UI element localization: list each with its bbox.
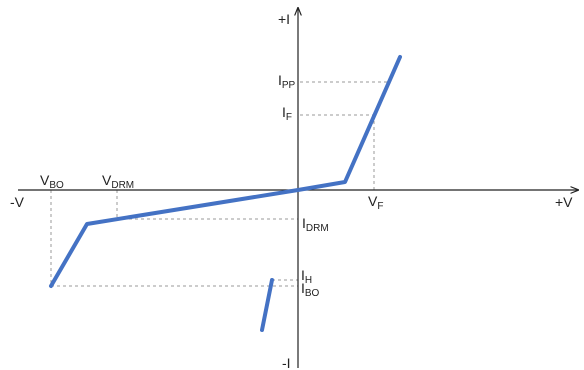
vf-label: VF: [368, 193, 383, 212]
ih-label: IH: [301, 267, 312, 286]
iv-curve-main-branch: [49, 55, 402, 288]
iv-curve: [49, 55, 402, 332]
ipp-label: IPP: [278, 72, 296, 91]
minus-i-label: -I: [282, 355, 291, 370]
vdrm-label: VDRM: [102, 172, 134, 191]
iv-curve-holding-branch: [260, 278, 274, 332]
vbo-label: VBO: [40, 172, 64, 191]
guide-lines: [50, 81, 389, 287]
plus-i-label: +I: [278, 11, 290, 27]
if-label: IF: [282, 104, 292, 123]
plus-v-label: +V: [555, 194, 573, 210]
ibo-label: IBO: [301, 280, 320, 299]
idrm-label: IDRM: [302, 215, 329, 234]
minus-v-label: -V: [10, 194, 25, 210]
